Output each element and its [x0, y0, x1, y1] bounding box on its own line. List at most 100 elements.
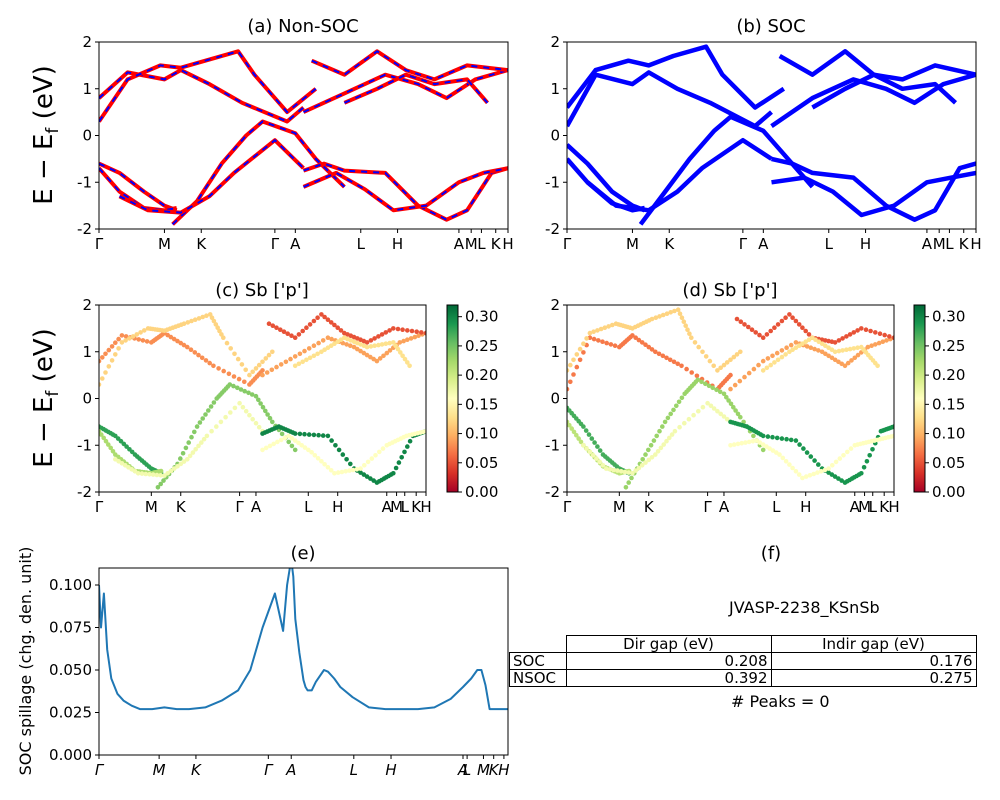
projection-point [584, 336, 589, 341]
projection-point [746, 324, 751, 330]
x-tick-label: L [350, 761, 358, 779]
projection-point [154, 472, 160, 478]
projection-point [109, 344, 115, 349]
peaks-label: # Peaks = 0 [731, 692, 830, 711]
colorbar-tick-label: 0.05 [465, 454, 498, 472]
projection-point [103, 438, 109, 444]
projection-point [775, 357, 781, 363]
gap-table-cell-dir: 0.392 [565, 669, 772, 687]
projection-point [675, 307, 681, 313]
band-line [770, 72, 976, 128]
projection-point [803, 339, 808, 345]
projection-point [231, 383, 236, 389]
gap-table-cell-dir: 0.208 [565, 652, 772, 670]
projection-point [622, 469, 628, 475]
projection-point [387, 348, 393, 353]
projection-point [405, 337, 410, 343]
x-tick-label: H [420, 498, 431, 516]
projection-point [803, 474, 809, 479]
panel-a-ylabel: E − Ef (eV) [29, 65, 63, 205]
gap-table-row-label: NSOC [509, 669, 567, 687]
projection-point [237, 400, 242, 406]
projection-point [793, 318, 799, 324]
projection-point [861, 465, 867, 470]
projection-point [726, 398, 731, 403]
colorbar-tick-label: 0.15 [932, 395, 965, 413]
projection-point [405, 360, 410, 365]
projection-point [408, 336, 414, 341]
projection-point [779, 354, 785, 360]
projection-point [787, 312, 792, 317]
projection-point [407, 438, 413, 444]
projection-point [247, 372, 252, 378]
projection-point [99, 432, 104, 437]
projection-point [707, 358, 713, 364]
projection-point [823, 343, 828, 349]
projection-point [760, 442, 766, 447]
projection-point [591, 329, 596, 335]
projection-point [393, 343, 398, 349]
projection-point [590, 453, 596, 458]
projection-point [196, 443, 201, 449]
gap-table-header-dir: Dir gap (eV) [565, 635, 772, 653]
projection-point [192, 350, 198, 355]
projection-point [171, 336, 177, 342]
projection-point [746, 439, 752, 445]
projection-point [812, 346, 817, 352]
y-tick-label: -1 [77, 173, 92, 191]
panel-b-title: (b) SOC [736, 16, 805, 37]
projection-point [243, 367, 248, 373]
projection-point [325, 317, 331, 323]
x-tick-label: Γ [264, 761, 274, 779]
projection-point [423, 428, 426, 434]
projection-point [372, 343, 377, 349]
gap-table-row-soc: SOC 0.208 0.176 [509, 652, 977, 670]
x-tick-label: K [176, 498, 187, 516]
projection-point [738, 319, 744, 325]
projection-point [735, 411, 741, 417]
projection-point [185, 457, 190, 462]
projection-point [311, 432, 317, 438]
projection-point [788, 342, 794, 348]
y-tick-label: 0 [550, 390, 560, 408]
projection-point [654, 433, 659, 439]
projection-point [369, 456, 375, 461]
projection-point [103, 351, 108, 357]
projection-point [304, 325, 309, 331]
projection-point [130, 334, 136, 339]
projection-point [649, 316, 655, 322]
projection-point [387, 328, 392, 333]
projection-point [668, 411, 673, 417]
projection-point [200, 314, 205, 320]
x-tick-label: K [411, 498, 422, 516]
x-tick-label: M [390, 498, 403, 516]
projection-point [682, 420, 687, 426]
projection-point [649, 347, 655, 352]
panel-d-title: (d) Sb ['p'] [682, 280, 777, 301]
projection-point [300, 359, 306, 365]
projection-point [399, 455, 405, 460]
projection-point [837, 456, 843, 461]
projection-point [636, 465, 642, 471]
projection-point [646, 447, 651, 453]
projection-point [770, 448, 776, 453]
projection-point [209, 428, 214, 434]
projection-point [808, 454, 814, 459]
y-tick-label: 1 [550, 343, 560, 361]
projection-point [256, 424, 262, 430]
projection-point [721, 391, 727, 397]
projection-point [646, 457, 652, 463]
projection-point [368, 476, 373, 481]
projection-point [584, 446, 589, 451]
panel-b-series-group [567, 44, 976, 226]
projection-point [228, 346, 233, 351]
projection-point [134, 332, 140, 337]
panel-d-colorbar [913, 304, 926, 493]
projection-point [194, 424, 200, 429]
projection-point [189, 318, 194, 324]
projection-point [193, 447, 198, 452]
projection-point [696, 344, 701, 350]
projection-point [271, 441, 277, 447]
projection-point [595, 328, 600, 333]
